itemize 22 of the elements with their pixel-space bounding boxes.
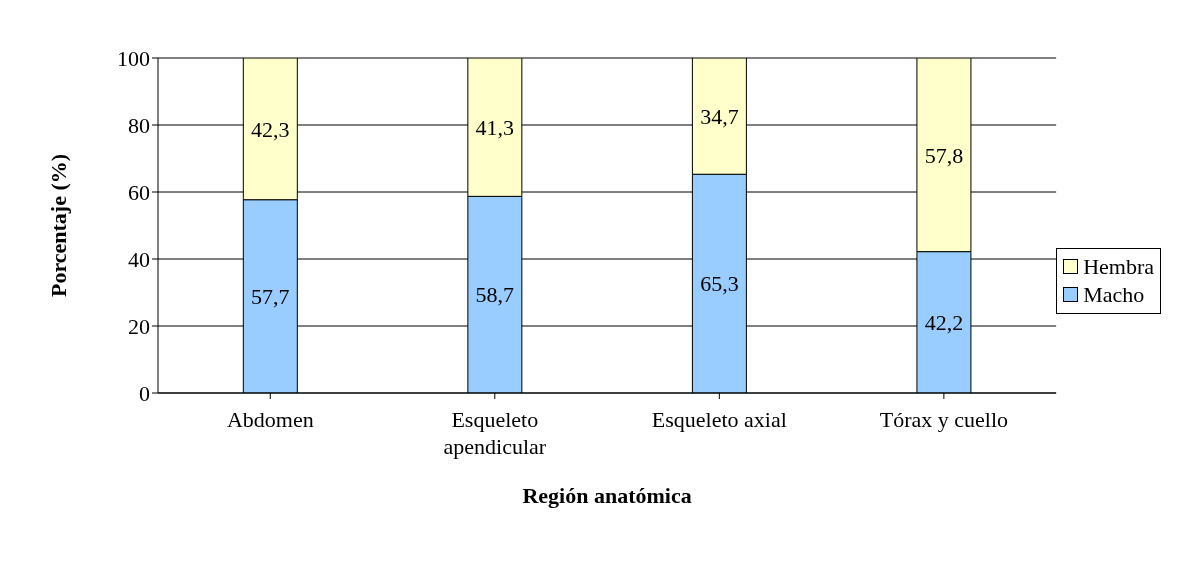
data-label: 34,7 [700, 103, 739, 129]
data-label: 42,2 [924, 310, 964, 336]
data-label: 57,7 [251, 284, 290, 310]
legend-label: Hembra [1083, 252, 1154, 281]
y-tick-label: 80 [128, 112, 150, 138]
legend-label: Macho [1083, 280, 1145, 309]
data-label: 41,3 [475, 114, 515, 140]
data-label: 42,3 [251, 116, 290, 142]
x-tick-label: Esqueleto axial [651, 407, 787, 432]
y-tick-label: 60 [128, 179, 150, 205]
y-tick-label: 100 [117, 45, 150, 71]
data-label: 65,3 [700, 271, 739, 297]
x-axis-title: Región anatómica [522, 483, 692, 508]
data-label: 57,8 [924, 142, 964, 168]
data-label: 58,7 [475, 282, 515, 308]
x-tick-label: Tórax y cuello [879, 407, 1009, 432]
x-tick-label: Abdomen [226, 407, 314, 432]
y-tick-label: 20 [128, 313, 150, 339]
y-tick-label: 40 [128, 246, 150, 272]
x-tick-label: Esqueleto apendicular [443, 407, 547, 459]
y-tick-label: 0 [139, 380, 150, 406]
y-axis-title: Porcentaje (%) [45, 153, 71, 298]
